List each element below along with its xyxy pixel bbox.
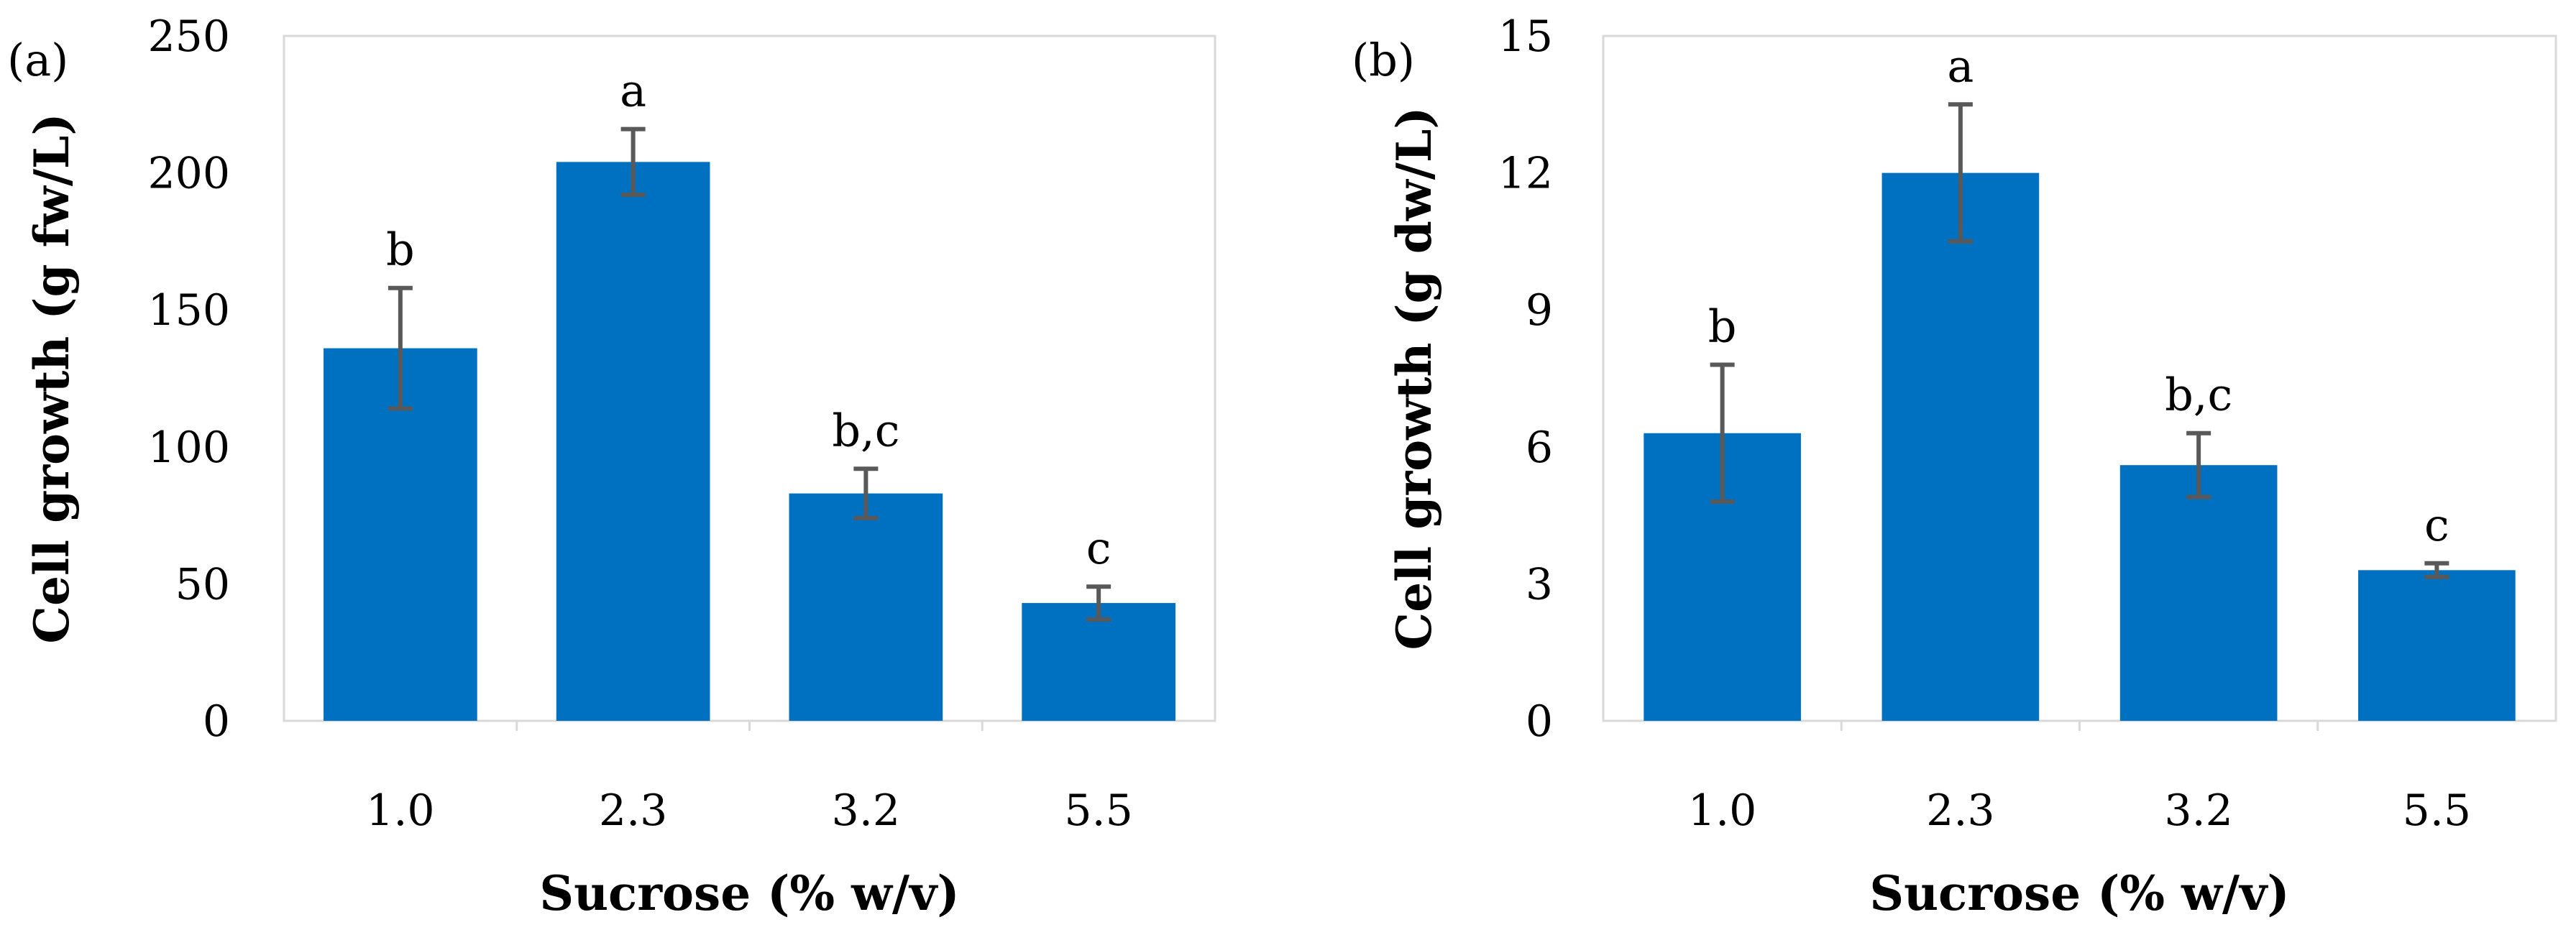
x-tick-label: 5.5 xyxy=(1064,786,1132,836)
significance-letter: b,c xyxy=(2165,369,2232,421)
y-tick-label: 0 xyxy=(203,696,230,747)
x-tick-label: 3.2 xyxy=(2164,786,2232,836)
y-axis-title: Cell growth (g fw/L) xyxy=(24,113,80,643)
x-axis-title: Sucrose (% w/v) xyxy=(1869,865,2289,921)
x-axis-title: Sucrose (% w/v) xyxy=(539,865,959,921)
y-tick-label: 15 xyxy=(1498,11,1553,62)
y-tick-label: 6 xyxy=(1526,423,1553,473)
y-tick-label: 250 xyxy=(147,11,230,62)
y-tick-label: 0 xyxy=(1526,696,1553,747)
chart-panel-a: (a) 0 50 100 150 200 250 b 1.0 a 2.3 b,c 3.2 c 5.5 Sucr… xyxy=(7,11,1216,921)
chart-panel-b: (b) 0 3 6 9 12 15 b 1.0 a 2.3 b,c 3.2 c 5.5 Sucrose (% … xyxy=(1352,11,2557,921)
bar-3.2 xyxy=(2119,465,2278,721)
x-tick-label: 2.3 xyxy=(1926,786,1994,836)
bar-3.2 xyxy=(789,493,943,721)
significance-letter: a xyxy=(620,65,646,117)
bar-5.5 xyxy=(1022,603,1175,721)
significance-letter: a xyxy=(1947,40,1974,92)
significance-letter: c xyxy=(1086,522,1111,574)
x-tick-label: 5.5 xyxy=(2403,786,2471,836)
y-tick-label: 150 xyxy=(147,285,230,336)
bar-2.3 xyxy=(556,162,710,722)
panel-label: (a) xyxy=(7,34,68,86)
bar-2.3 xyxy=(1881,172,2040,722)
panel-label: (b) xyxy=(1352,34,1415,86)
y-tick-label: 3 xyxy=(1526,559,1553,609)
significance-letter: b xyxy=(386,224,415,276)
y-tick-label: 50 xyxy=(175,559,230,609)
y-tick-label: 12 xyxy=(1498,149,1553,199)
significance-letter: b,c xyxy=(832,404,899,456)
y-tick-label: 200 xyxy=(147,149,230,199)
y-tick-label: 9 xyxy=(1526,285,1553,336)
bar-5.5 xyxy=(2358,570,2516,721)
x-tick-label: 2.3 xyxy=(599,786,667,836)
x-tick-label: 1.0 xyxy=(1688,786,1756,836)
y-tick-label: 100 xyxy=(147,423,230,473)
y-axis-title: Cell growth (g dw/L) xyxy=(1386,107,1442,650)
significance-letter: c xyxy=(2424,499,2449,551)
x-tick-label: 1.0 xyxy=(366,786,434,836)
x-tick-label: 3.2 xyxy=(832,786,900,836)
significance-letter: b xyxy=(1708,300,1737,352)
